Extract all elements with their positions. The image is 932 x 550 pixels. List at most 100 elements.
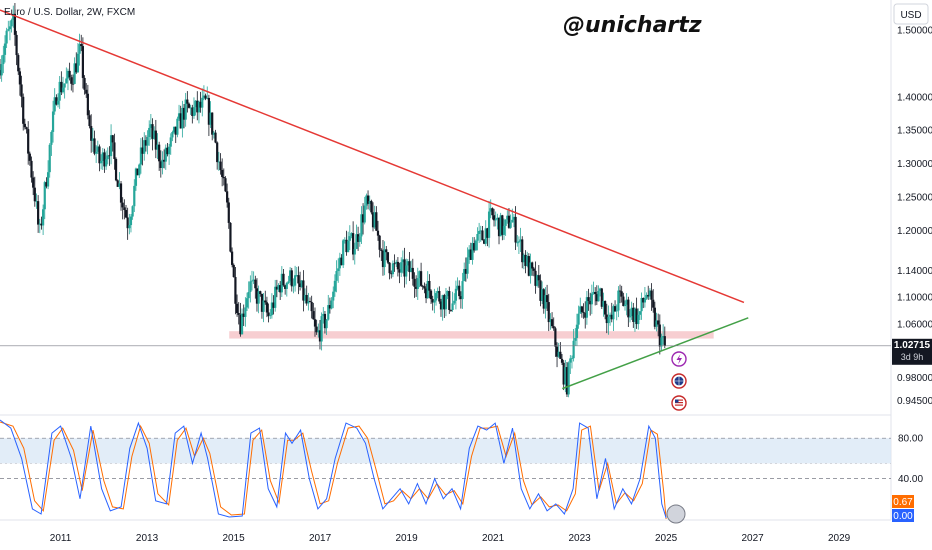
candle-body: [652, 299, 655, 308]
candle-body: [653, 307, 656, 327]
candle-body: [410, 267, 413, 273]
candle-body: [61, 87, 65, 93]
candle-body: [303, 294, 307, 301]
time-tick-label: 2025: [655, 533, 678, 544]
candle-body: [199, 101, 202, 108]
candle-body: [128, 225, 131, 229]
candle-body: [172, 126, 176, 133]
candle-body: [8, 26, 12, 30]
candle-body: [66, 70, 70, 79]
candle-body: [632, 307, 635, 322]
candle-body: [320, 316, 323, 342]
candle-body: [537, 275, 540, 281]
candle-body: [27, 129, 30, 154]
resistance-trendline[interactable]: [0, 9, 745, 304]
candle-body: [80, 44, 83, 47]
candle-body: [368, 200, 371, 204]
currency-button[interactable]: USD: [893, 3, 929, 25]
candle-body: [88, 115, 91, 127]
candle-body: [164, 147, 167, 162]
candle-body: [597, 290, 600, 302]
candle-body: [511, 219, 514, 223]
candle-body: [313, 319, 317, 327]
candle-body: [366, 195, 370, 204]
candle-body: [405, 265, 408, 277]
candle-body: [468, 249, 471, 258]
candle-body: [635, 308, 638, 325]
candle-body: [136, 168, 139, 176]
candle-body: [426, 281, 429, 299]
stoch-k-line[interactable]: [0, 419, 667, 519]
candle-body: [655, 320, 658, 327]
candle-body: [662, 336, 665, 338]
candle-body: [204, 95, 207, 99]
candle-body: [600, 288, 603, 307]
candle-body: [647, 294, 650, 297]
candle-body: [549, 319, 552, 323]
candle-body: [492, 215, 496, 221]
candle-body: [103, 152, 106, 167]
candle-body: [375, 212, 378, 231]
candle-body: [96, 146, 99, 152]
stochastic-pane[interactable]: [0, 416, 891, 520]
candle-body: [456, 285, 459, 289]
candle-body: [58, 81, 61, 101]
candle-body: [201, 97, 204, 108]
globe-icon[interactable]: [671, 373, 687, 389]
candle-body: [473, 243, 476, 251]
candle-body: [25, 127, 28, 130]
candle-body: [207, 97, 210, 125]
candle-body: [295, 275, 298, 276]
candle-body: [534, 270, 537, 286]
candle-body: [154, 130, 157, 150]
candle-body: [43, 182, 46, 210]
candle-body: [403, 259, 406, 277]
candle-body: [189, 107, 192, 109]
candle-body: [219, 161, 222, 170]
candle-body: [196, 100, 199, 113]
candle-body: [347, 240, 350, 253]
candle-body: [466, 257, 469, 274]
candle-body: [474, 240, 477, 251]
candle-body: [265, 302, 269, 313]
candle-body: [421, 285, 424, 287]
candle-body: [7, 29, 10, 31]
candle-body: [289, 270, 292, 282]
time-tick-label: 2017: [309, 533, 332, 544]
candle-body: [133, 185, 136, 207]
candle-body: [580, 306, 584, 312]
support-zone[interactable]: [229, 331, 714, 339]
candle-body: [35, 201, 38, 202]
candle-body: [562, 362, 565, 385]
candle-body: [627, 299, 630, 318]
candle-body: [48, 144, 51, 173]
candle-body: [0, 64, 3, 76]
support-trendline[interactable]: [562, 317, 749, 390]
candle-body: [658, 324, 661, 347]
candle-body: [68, 70, 71, 78]
candle-body: [356, 234, 360, 242]
candle-body: [138, 164, 141, 176]
candle-body: [249, 281, 252, 292]
candle-body: [560, 358, 564, 363]
candle-body: [285, 282, 288, 289]
candle-body: [431, 299, 434, 303]
candle-body: [643, 298, 647, 303]
candle-body: [114, 158, 118, 181]
candle-body: [330, 300, 333, 309]
lightning-icon[interactable]: [671, 351, 687, 367]
candle-body: [143, 140, 146, 154]
candle-body: [86, 93, 89, 116]
candle-body: [461, 281, 464, 300]
candle-body: [100, 160, 103, 164]
candle-body: [637, 314, 640, 325]
candle-body: [577, 313, 580, 325]
time-tick-label: 2027: [741, 533, 764, 544]
us-flag-icon[interactable]: [671, 395, 687, 411]
stoch-k-badge: 0.67: [892, 495, 914, 508]
candle-body: [212, 132, 215, 135]
candle-body: [328, 305, 332, 309]
candle-body: [211, 112, 214, 135]
candle-body: [592, 291, 595, 294]
